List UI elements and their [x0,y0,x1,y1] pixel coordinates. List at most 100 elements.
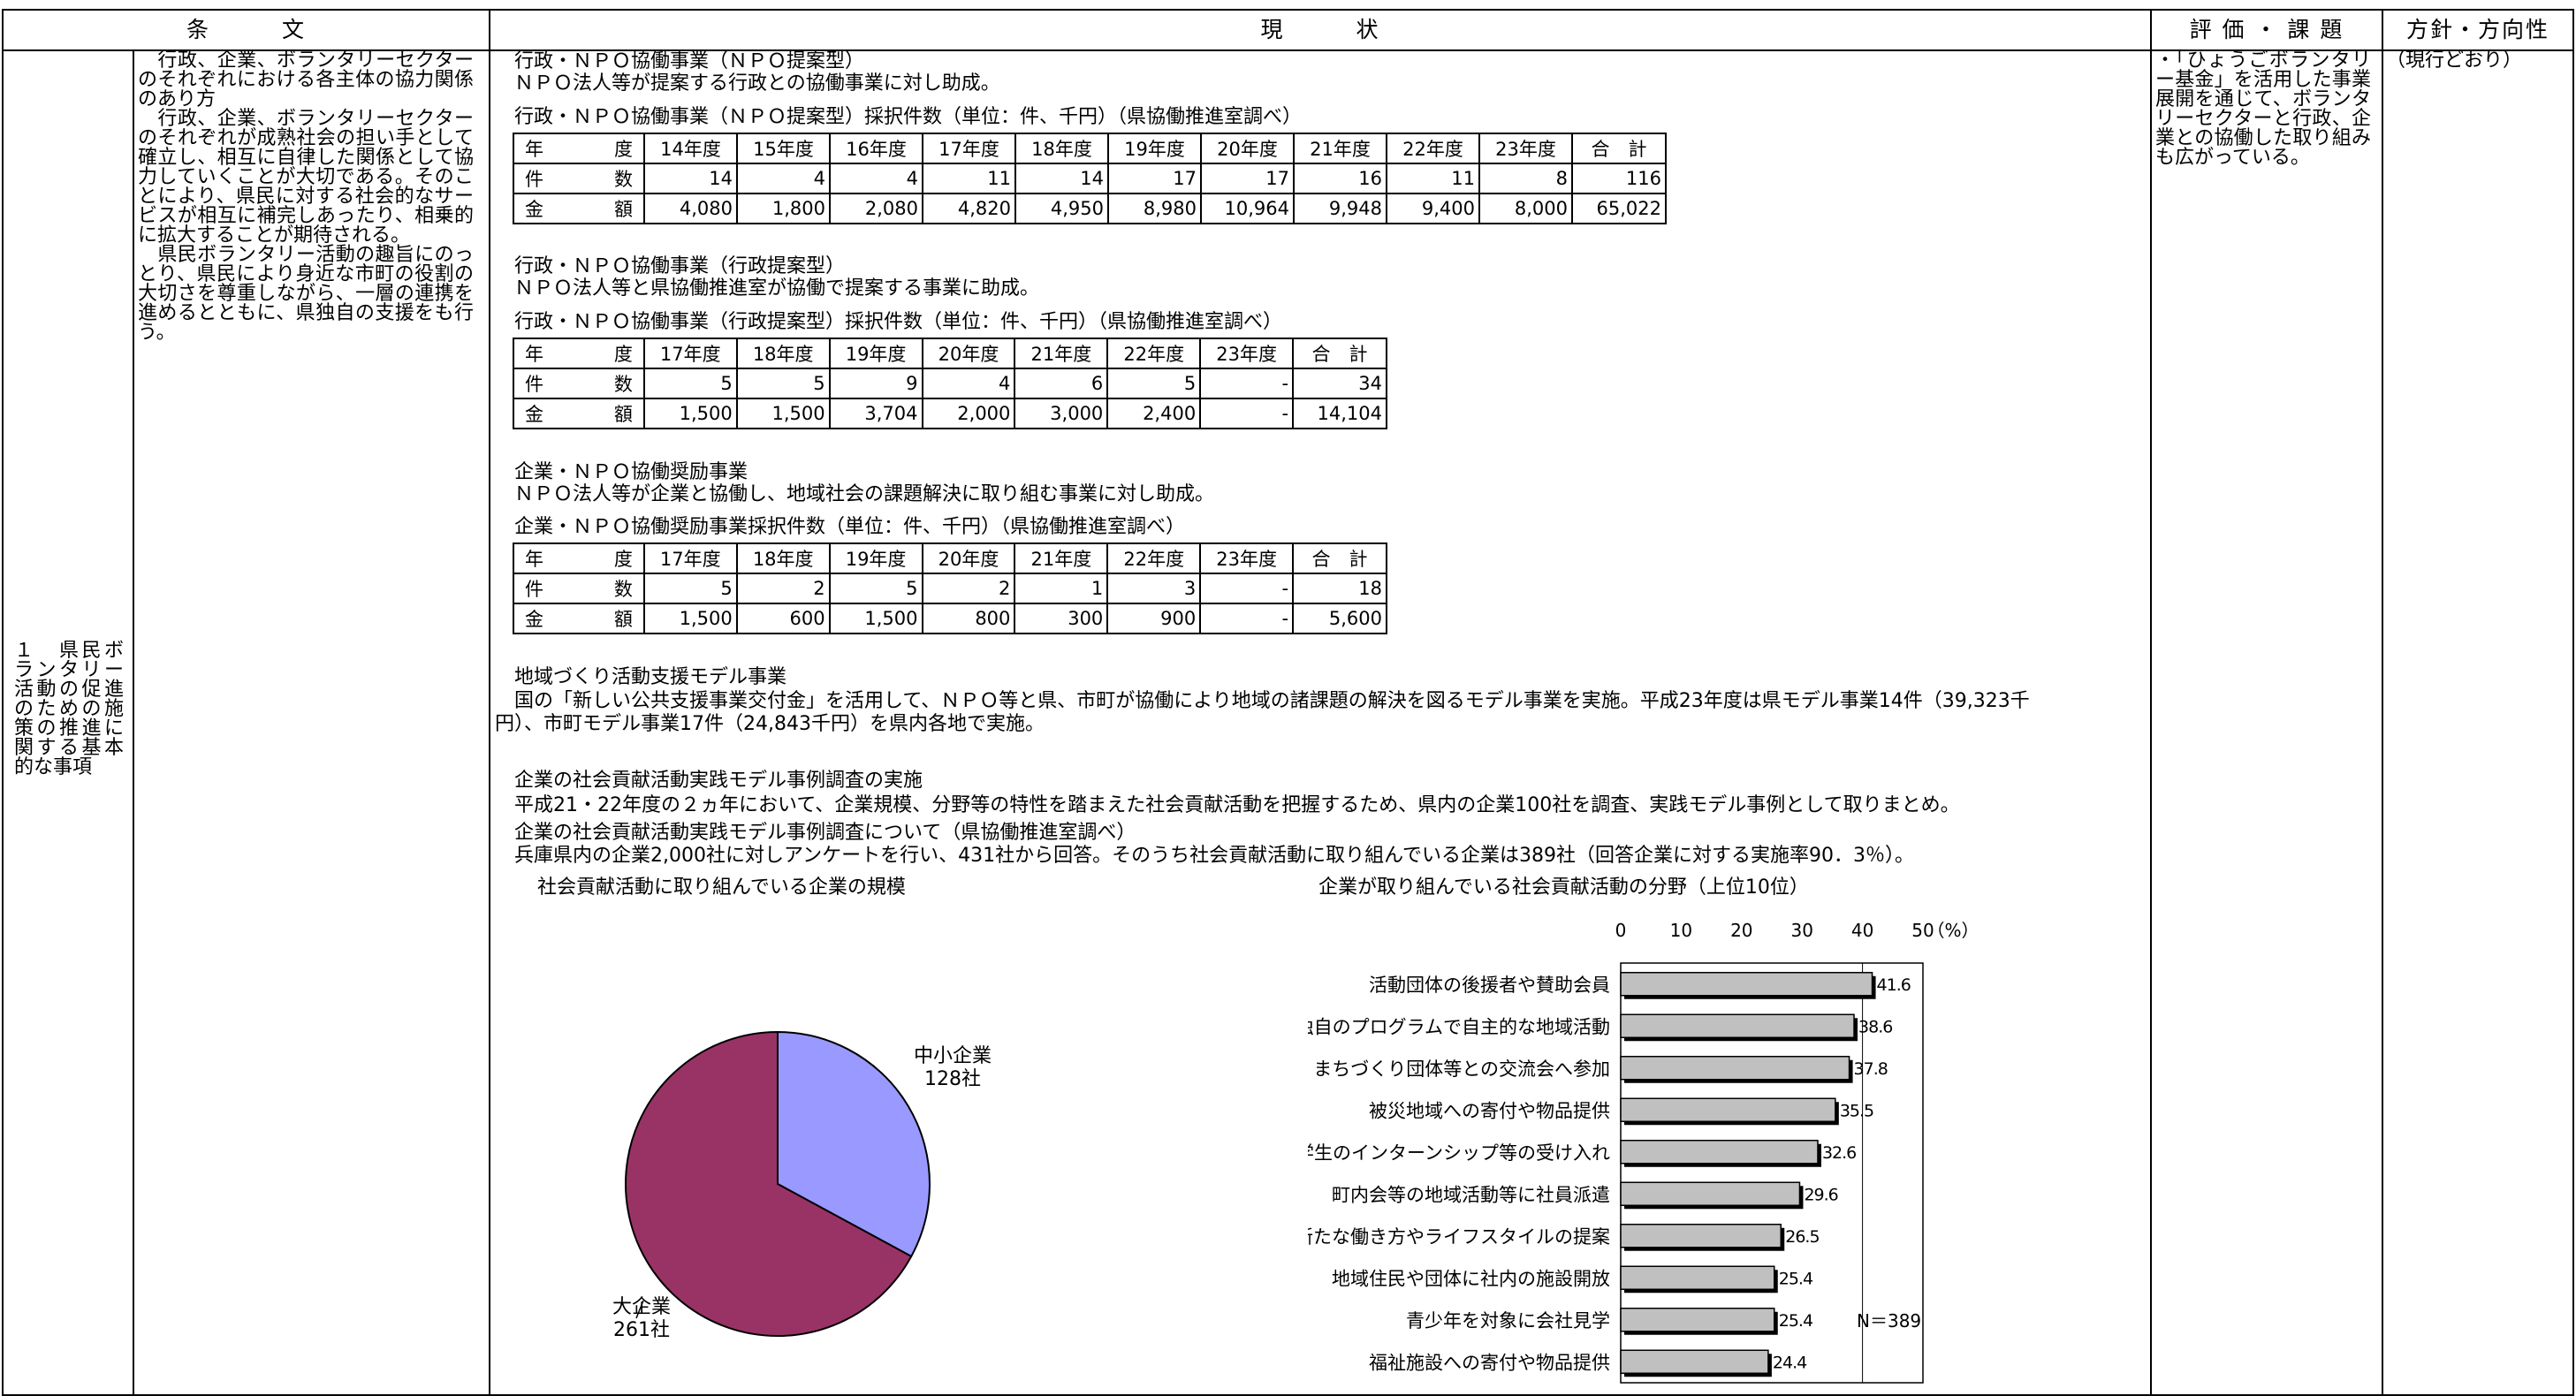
table-cell: 5 [828,573,923,604]
row-label: 金 額 [513,398,645,429]
table-row: 件 数 14 4 4 11 14 17 17 16 11 8 116 [513,163,1667,194]
section2-caption: 行政・ＮＰＯ協働事業（行政提案型）採択件数（単位：件、千円）（県協働推進室調べ） [514,311,1283,333]
bar-category-label: 活動団体の後援者や賛助会員 [1369,975,1610,996]
bar-category-label: 地域住民や団体に社内の施設開放 [1332,1268,1610,1289]
table-cell: 19年度 [828,542,923,574]
table-cell: 20年度 [921,542,1016,574]
header-status: 現 状 [1260,17,1380,42]
section4-title: 地域づくり活動支援モデル事業 [514,666,787,688]
row-label: 年 度 [513,133,645,164]
table-row: 金 額 4,080 1,800 2,080 4,820 4,950 8,980 10,964 9… [513,193,1667,224]
bar-category-label: 独自のプログラムで自主的な地域活動 [1308,1016,1610,1037]
section4-desc1: 国の「新しい公共支援事業交付金」を活用して、ＮＰＯ等と県、市町が協働により地域の… [514,690,2030,712]
table-cell: 21年度 [1014,338,1109,369]
bar-category-label: 福祉施設への寄付や物品提供 [1369,1352,1610,1373]
bar [1620,1224,1782,1248]
bar [1620,1140,1819,1165]
table-cell: 2,400 [1106,398,1202,429]
table-cell: 9 [828,368,923,399]
header-article: 条 文 [186,17,306,42]
header-divider [2,49,2574,51]
row-label: 件 数 [513,573,645,604]
table-cell: 4 [921,368,1016,399]
section3-title: 企業・ＮＰＯ協働奨励事業 [514,461,748,483]
table-cell: 14,104 [1292,398,1387,429]
bar-value-label: 32.6 [1822,1143,1856,1163]
section3-desc: ＮＰＯ法人等が企業と協働し、地域社会の課題解決に取り組む事業に対し助成。 [514,483,1215,505]
bar-category-label: 町内会等の地域活動等に社員派遣 [1332,1184,1610,1205]
bar-value-label: 41.6 [1877,975,1911,995]
row-label: 件 数 [513,163,645,194]
bar-x-tick-label: 50 [1911,920,1934,941]
table-cell: 4,080 [643,193,738,224]
bar-note: N＝389 [1857,1310,1921,1332]
table-cell: 22年度 [1106,338,1202,369]
table-header-row: 年 度 17年度 18年度 19年度 20年度 21年度 22年度 23年度合 計 [513,542,1387,574]
table-cell: 22年度 [1386,133,1480,164]
divider-article [489,9,490,1396]
table-cell: 3,704 [828,398,923,429]
table-cell: 18 [1292,573,1387,604]
table-cell: - [1199,398,1295,429]
table-cell: 2 [921,573,1016,604]
table-frame [2,9,2574,1396]
section1-title: 行政・ＮＰＯ協働事業（ＮＰＯ提案型） [514,50,865,72]
table-cell: 4,820 [922,193,1016,224]
section5-desc3: 兵庫県内の企業2,000社に対しアンケートを行い、431社から回答。そのうち社会… [514,845,1914,867]
table-cell: 20年度 [921,338,1016,369]
table-cell: 600 [735,603,831,634]
bar-category-label: まちづくり団体等との交流会へ参加 [1313,1058,1610,1080]
bar-x-tick-label: 30 [1790,920,1812,941]
divider-title [133,49,134,1396]
table-row: 金 額 1,500 1,500 3,704 2,000 3,000 2,400-14,104 [513,398,1387,429]
header-evaluation: 評 価 ・ 課 題 [2189,17,2344,42]
bar-value-label: 29.6 [1804,1185,1837,1204]
section1-caption: 行政・ＮＰＯ協働事業（ＮＰＯ提案型）採択件数（単位：件、千円）（県協働推進室調べ… [514,106,1303,128]
row-label: 年 度 [513,338,645,369]
bar [1620,1013,1855,1038]
table-cell: 17年度 [642,338,738,369]
table-cell: 4,950 [1014,193,1109,224]
table-cell: 116 [1571,163,1667,194]
table-cell: - [1199,603,1295,634]
pie-value-small: 128社 [924,1068,981,1090]
table-row: 件 数 5 5 9 4 6 5-34 [513,368,1387,399]
bar [1620,1097,1836,1122]
pie-leader-line [635,1300,644,1319]
bar [1620,1349,1769,1374]
header-policy: 方針・方向性 [2405,17,2549,42]
bar-category-label: 新たな働き方やライフスタイルの提案 [1308,1226,1610,1248]
bar-value-label: 25.4 [1779,1311,1813,1331]
pie-chart-title: 社会貢献活動に取り組んでいる企業の規模 [537,876,906,899]
table-cell: 21年度 [1014,542,1109,574]
bar-category-label: 被災地域への寄付や物品提供 [1369,1100,1610,1121]
table-cell: 10,964 [1200,193,1295,224]
table-cell: 9,400 [1386,193,1480,224]
section1-table: 年 度 14年度 15年度 16年度 17年度 18年度 19年度 20年度 21年度 22年度 2… [513,133,1667,224]
section5-title: 企業の社会貢献活動実践モデル事例調査の実施 [514,770,923,792]
table-cell: 11 [922,163,1016,194]
table-cell: 20年度 [1200,133,1295,164]
bar-value-label: 37.8 [1854,1059,1888,1079]
table-cell: 14 [643,163,738,194]
bar-value-label: 35.5 [1840,1101,1873,1120]
table-cell: 合 計 [1571,133,1667,164]
bar-plot-frame [1620,962,1924,1384]
evaluation-text: ・「ひょうごボランタリー基金」を活用した事業展開を通じて、ボランタリーセクターと… [2155,49,2371,169]
section2-desc: ＮＰＯ法人等と県協働推進室が協働で提案する事業に助成。 [514,277,1040,300]
table-cell: 17年度 [922,133,1016,164]
row-label: 金 額 [513,193,645,224]
table-cell: 17 [1107,163,1202,194]
table-cell: 1,500 [828,603,923,634]
table-cell: 16年度 [829,133,923,164]
bar-x-unit: （%） [1926,920,1979,941]
table-cell: 23年度 [1478,133,1573,164]
table-cell: 1,500 [642,398,738,429]
table-cell: 23年度 [1199,338,1295,369]
bar-category-label: 学生のインターンシップ等の受け入れ [1308,1142,1610,1164]
table-cell: 5 [642,368,738,399]
pie-label-large: 大企業 [612,1296,671,1318]
bar [1620,972,1873,997]
divider-evaluation [2382,9,2383,1396]
